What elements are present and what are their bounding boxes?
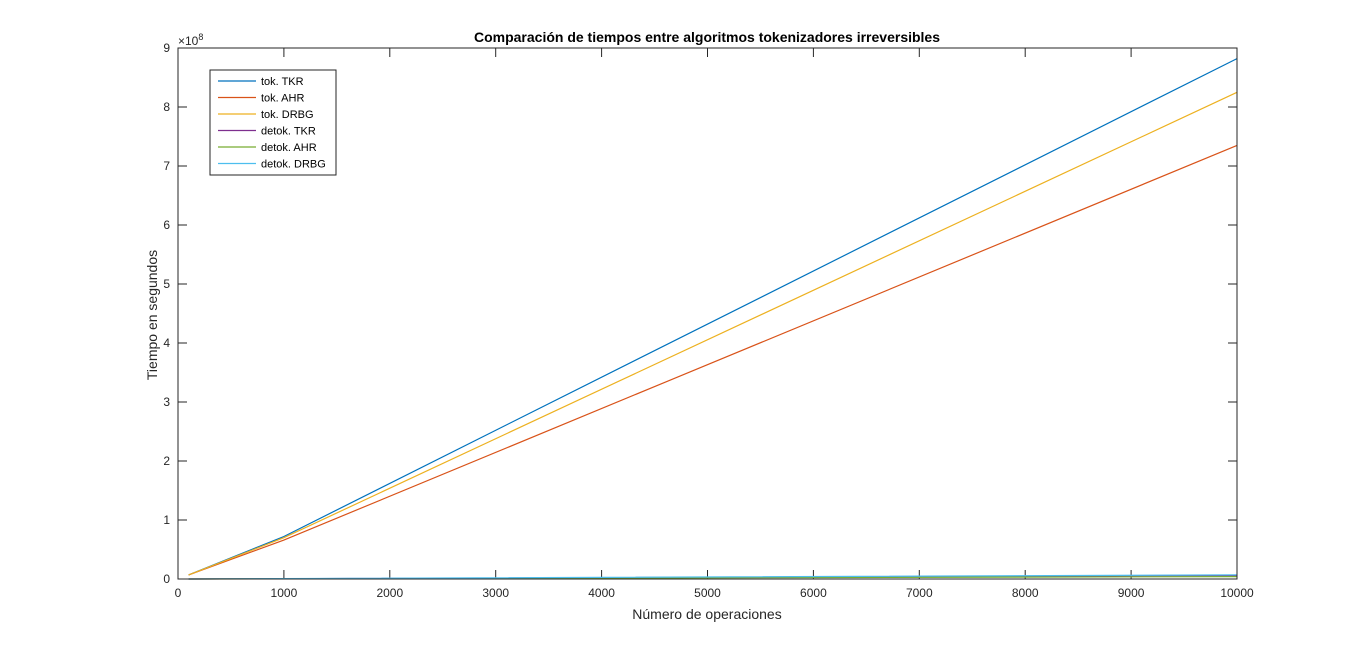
y-tick-label: 2 [163,454,170,468]
y-tick-label: 0 [163,572,170,586]
y-tick-label: 1 [163,513,170,527]
chart-title: Comparación de tiempos entre algoritmos … [474,29,940,45]
legend-label: detok. DRBG [261,159,326,171]
y-tick-label: 9 [163,41,170,55]
y-exponent-base: ×10 [178,34,199,48]
x-tick-label: 7000 [906,586,933,600]
legend-label: tok. DRBG [261,109,314,121]
series-line-3 [188,91,1238,576]
x-axis-label: Número de operaciones [632,606,781,622]
x-tick-label: 6000 [800,586,827,600]
y-exponent-power: 8 [198,32,203,42]
svg-text:×108: ×108 [178,32,203,48]
x-tick-label: 3000 [482,586,509,600]
y-tick-label: 7 [163,159,170,173]
legend: tok. TKR tok. AHR tok. DRBG detok. TKR detok… [209,69,337,176]
legend-label: detok. AHR [261,142,317,154]
legend-label: tok. AHR [261,93,304,105]
x-tick-label: 4000 [588,586,615,600]
y-tick-label: 3 [163,395,170,409]
axes-box [177,47,1238,580]
x-tick-label: 10000 [1220,586,1254,600]
axis-ticks: 0 1000 2000 3000 4000 5000 6000 7000 8000 9000 100… [163,41,1254,600]
x-tick-label: 0 [175,586,182,600]
x-tick-label: 5000 [694,586,721,600]
x-tick-label: 9000 [1118,586,1145,600]
x-tick-label: 1000 [271,586,298,600]
y-axis-label: Tiempo en segundos [144,250,160,380]
series-line-2 [188,144,1238,576]
y-axis-exponent: ×108 [178,32,203,48]
x-tick-label: 8000 [1012,586,1039,600]
y-tick-label: 4 [163,336,170,350]
legend-label: detok. TKR [261,126,316,138]
legend-box [209,69,337,176]
series-line-1 [188,58,1238,576]
y-tick-label: 5 [163,277,170,291]
y-tick-label: 8 [163,100,170,114]
x-tick-label: 2000 [376,586,403,600]
legend-label: tok. TKR [261,76,304,88]
series-lines [188,58,1238,580]
y-tick-label: 6 [163,218,170,232]
